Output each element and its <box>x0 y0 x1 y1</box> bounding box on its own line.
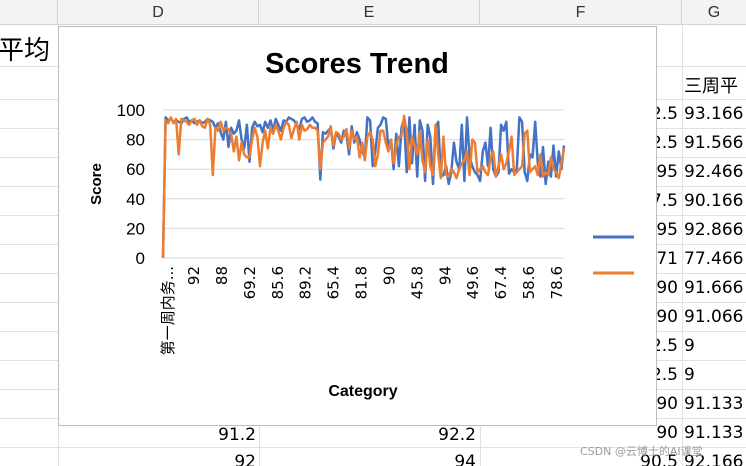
cell-d-row-a[interactable]: 91.2 <box>218 425 256 445</box>
x-tick-label: 89.2 <box>297 266 315 299</box>
x-tick-label: 90 <box>380 266 398 285</box>
x-tick-label: 65.4 <box>325 266 343 299</box>
y-axis-label: Score <box>88 163 105 205</box>
cell-f-value[interactable]: 2.5 <box>650 365 678 385</box>
x-tick-label: 58.6 <box>520 266 538 299</box>
x-tick-label: 88 <box>213 266 231 285</box>
cell-partial-header[interactable]: 平均 <box>0 36 51 66</box>
x-tick-label: 81.8 <box>353 266 371 299</box>
x-tick-label: 第一周内务... <box>159 266 177 355</box>
cell-g-value[interactable]: 90.166 <box>684 191 744 211</box>
column-header-e[interactable]: E <box>259 0 480 25</box>
cell-g-value[interactable]: 93.166 <box>684 104 744 124</box>
cell-e-row-b[interactable]: 94 <box>454 452 476 466</box>
x-tick-label: 94 <box>436 266 454 285</box>
x-tick-label: 78.6 <box>548 266 566 299</box>
column-header-g[interactable]: G <box>707 4 721 21</box>
cell-d-row-b[interactable]: 92 <box>234 452 256 466</box>
cell-g-value[interactable]: 92.866 <box>684 220 744 240</box>
chart-canvas: Scores Trend Score Category 0 20 40 60 80 100… <box>88 48 634 400</box>
cell-g-value[interactable]: 91.133 <box>684 394 744 414</box>
x-tick-label: 67.4 <box>492 266 510 299</box>
x-axis-label: Category <box>328 383 397 400</box>
cell-f-value[interactable]: 90 <box>656 394 678 414</box>
cell-g-header[interactable]: 三周平 <box>684 76 738 97</box>
x-tick-label: 45.8 <box>408 266 426 299</box>
series-line-2 <box>161 114 566 259</box>
x-tick-label: 85.6 <box>269 266 287 299</box>
x-tick-label: 92 <box>185 266 203 285</box>
cell-f-value[interactable]: 71 <box>656 249 678 269</box>
scores-trend-chart[interactable]: Scores Trend Score Category 0 20 40 60 80 100… <box>58 26 657 426</box>
cell-f-value[interactable]: 95 <box>656 162 678 182</box>
column-header-c[interactable] <box>0 0 58 25</box>
y-tick-label: 20 <box>126 219 145 238</box>
y-tick-label: 60 <box>126 160 145 179</box>
x-tick-label: 69.2 <box>241 266 259 299</box>
y-tick-label: 40 <box>126 190 145 209</box>
gridline <box>0 447 746 448</box>
cell-g-value[interactable]: 9 <box>684 336 695 356</box>
cell-f-value[interactable]: 7.5 <box>650 191 678 211</box>
series-line-1 <box>161 116 566 259</box>
y-tick-label: 100 <box>117 101 145 120</box>
cell-g-value[interactable]: 91.066 <box>684 307 744 327</box>
y-tick-label: 0 <box>136 249 145 268</box>
column-header-d[interactable]: D <box>58 0 259 25</box>
cell-e-row-a[interactable]: 92.2 <box>438 425 476 445</box>
cell-f-value[interactable]: 2.5 <box>650 133 678 153</box>
x-tick-label: 49.6 <box>464 266 482 299</box>
cell-g-value[interactable]: 9 <box>684 365 695 385</box>
gridline <box>682 25 683 466</box>
cell-g-value[interactable]: 91.133 <box>684 423 744 443</box>
cell-f-value[interactable]: 2.5 <box>650 104 678 124</box>
cell-f-value[interactable]: 90 <box>656 307 678 327</box>
cell-g-value[interactable]: 92.166 <box>684 452 744 466</box>
cell-f-value[interactable]: 90 <box>656 278 678 298</box>
cell-f-value[interactable]: 90.5 <box>640 452 678 466</box>
cell-f-value[interactable]: 95 <box>656 220 678 240</box>
cell-g-value[interactable]: 77.466 <box>684 249 744 269</box>
y-tick-label: 80 <box>126 131 145 150</box>
chart-title: Scores Trend <box>265 48 449 80</box>
cell-g-value[interactable]: 92.466 <box>684 162 744 182</box>
cell-f-value[interactable]: 90 <box>656 423 678 443</box>
column-header-row: D E F G <box>0 0 746 25</box>
cell-g-value[interactable]: 91.666 <box>684 278 744 298</box>
cell-g-value[interactable]: 91.566 <box>684 133 744 153</box>
column-header-f[interactable]: F <box>480 0 682 25</box>
cell-f-value[interactable]: 2.5 <box>650 336 678 356</box>
watermark-text: CSDN @云博士的AI课堂 <box>580 445 703 458</box>
